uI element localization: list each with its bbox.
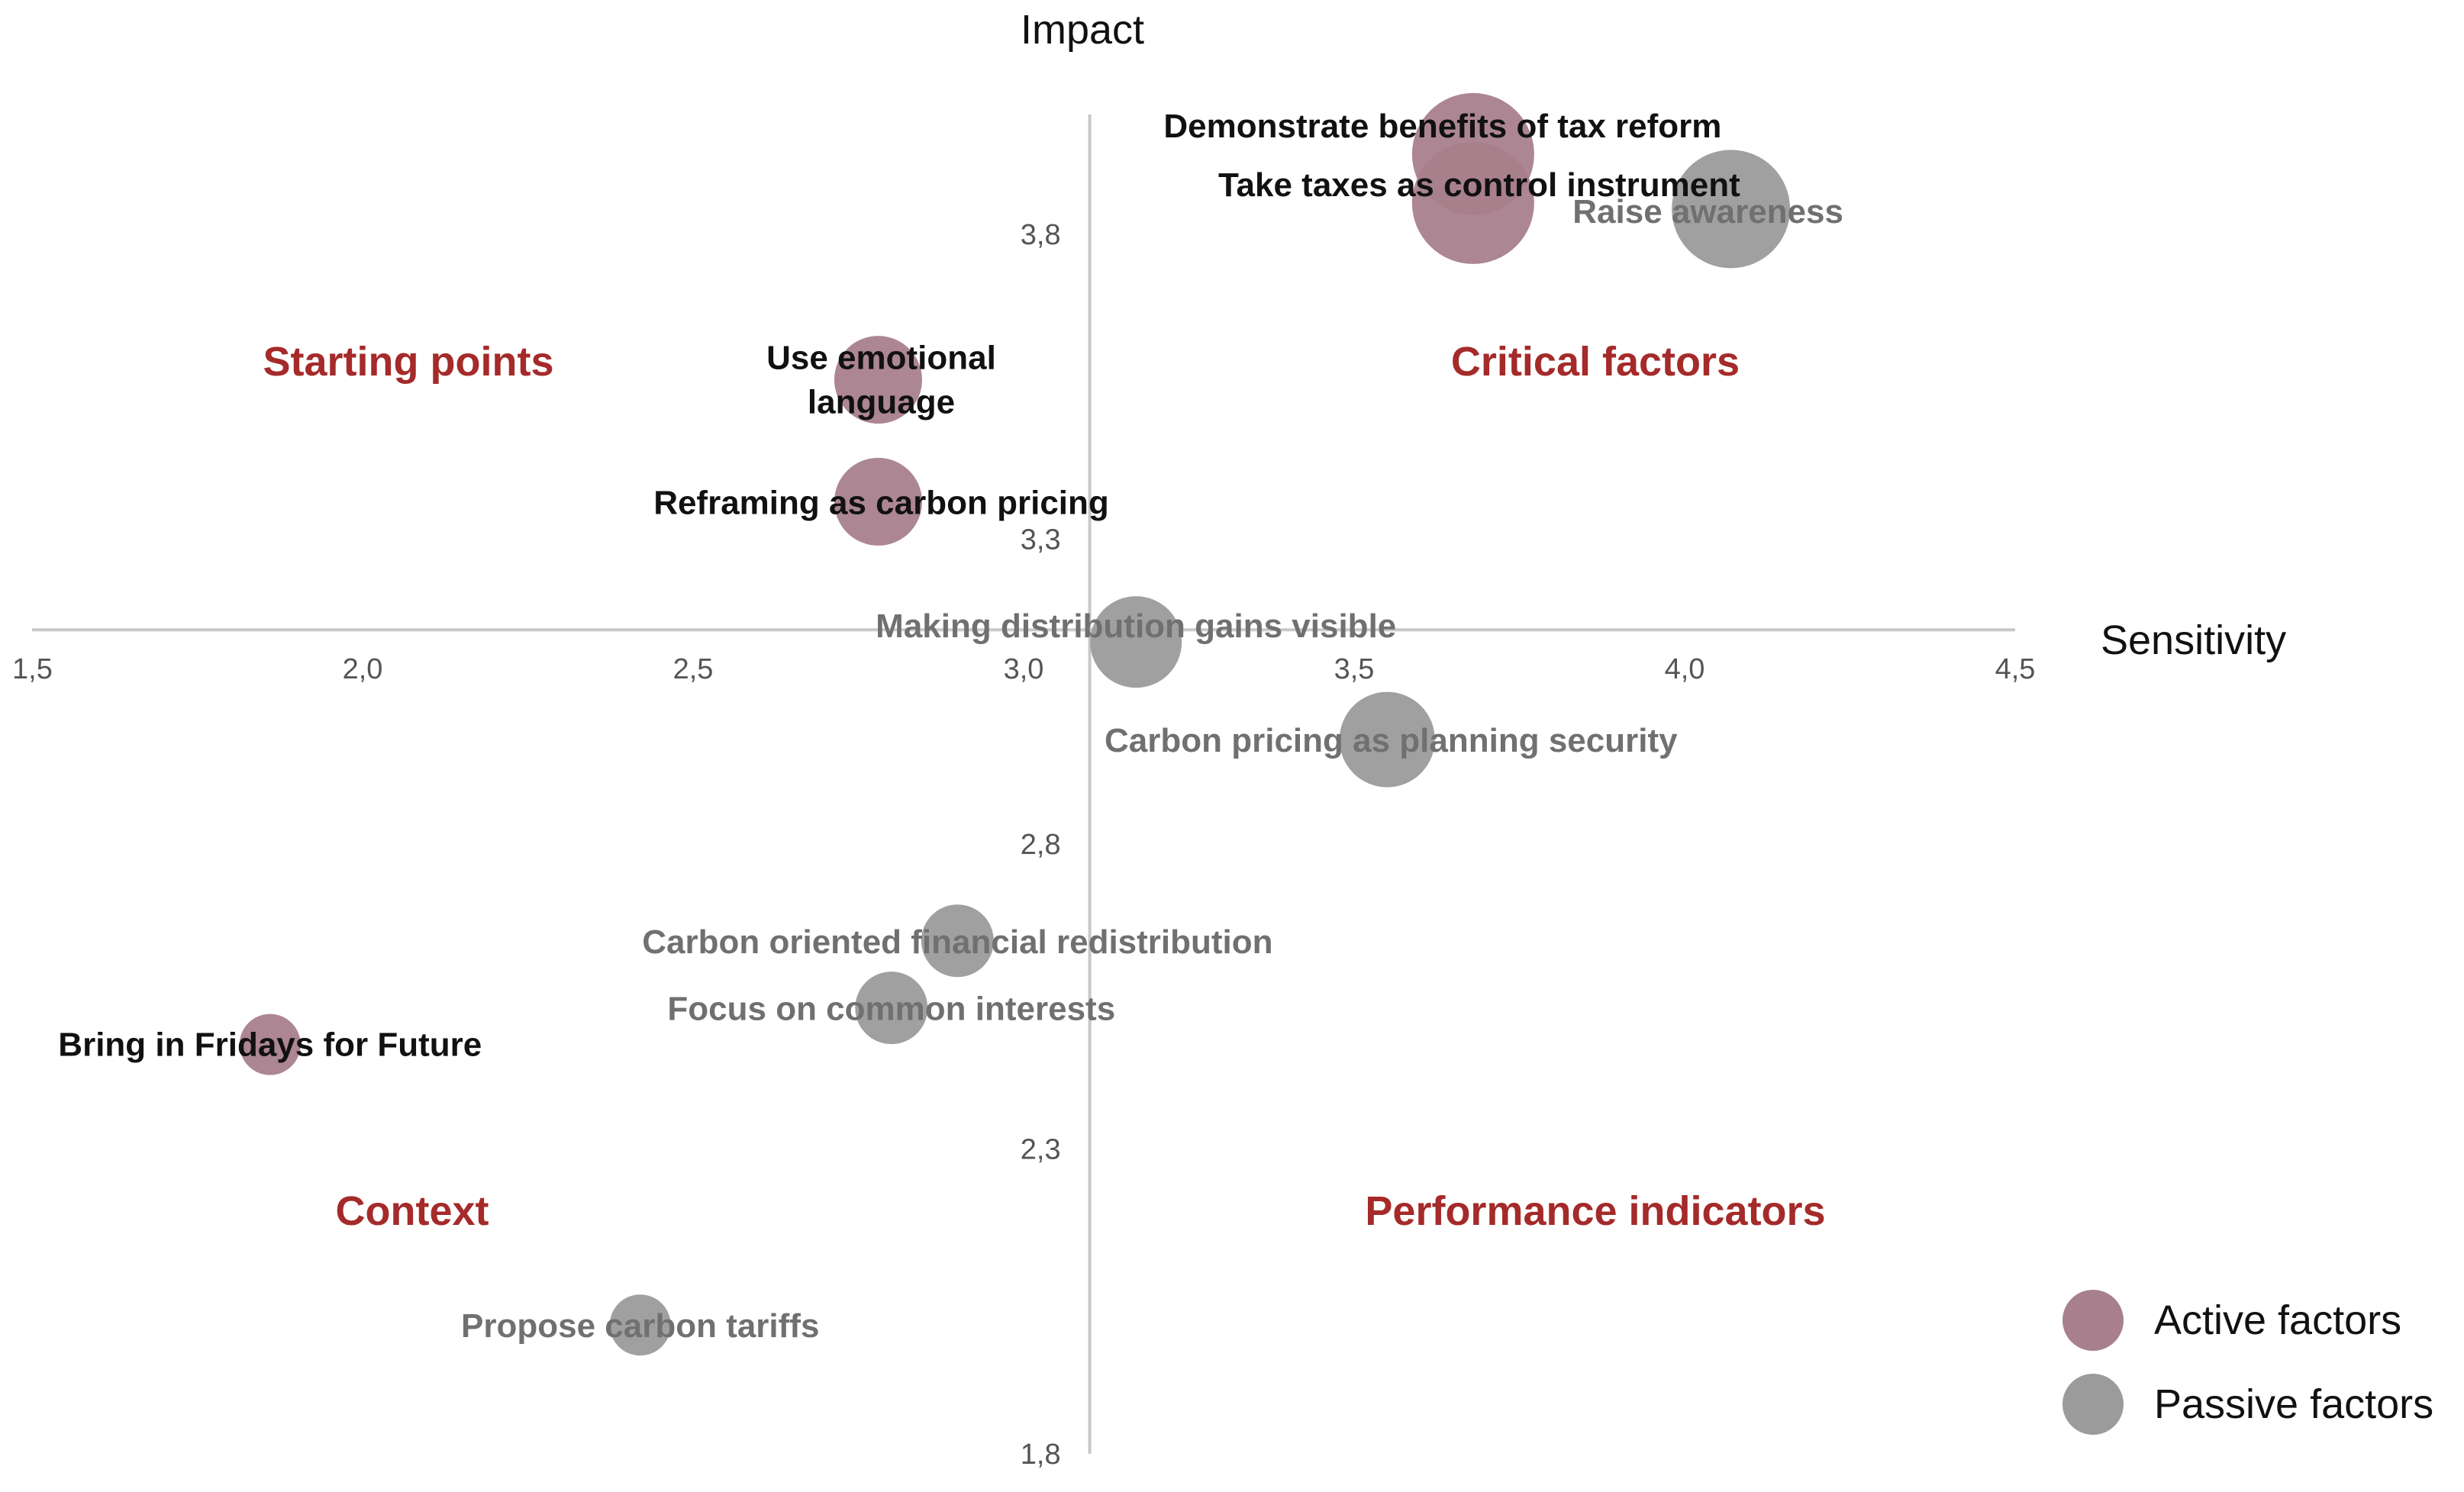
point-label: Making distribution gains visible — [876, 607, 1396, 645]
y-tick-label: 1,8 — [1021, 1439, 1061, 1471]
x-tick-label: 2,5 — [673, 653, 714, 685]
x-tick-label: 2,0 — [343, 653, 383, 685]
passive-factor-point — [921, 904, 994, 978]
point-label: Take taxes as control instrument — [1218, 166, 1740, 204]
passive-factor-point — [1672, 150, 1791, 269]
point-label: Use emotional language — [766, 340, 996, 421]
passive-factor-point — [609, 1294, 671, 1356]
legend-active-marker — [2062, 1290, 2124, 1351]
active-factor-point — [834, 457, 922, 546]
point-label: Demonstrate benefits of tax reform — [1163, 108, 1721, 145]
point-label: Bring in Fridays for Future — [58, 1026, 482, 1064]
passive-factor-point — [855, 972, 928, 1045]
point-label: Carbon oriented financial redistribution — [642, 923, 1272, 961]
legend: Active factors Passive factors — [2062, 1290, 2433, 1435]
active-factor-point — [1411, 141, 1534, 264]
x-tick-label: 3,5 — [1334, 653, 1375, 685]
legend-label: Passive factors — [2154, 1381, 2433, 1427]
point-label: Focus on common interests — [667, 991, 1115, 1028]
y-tick-label: 2,8 — [1021, 829, 1061, 861]
x-tick-label: 1,5 — [12, 653, 53, 685]
x-axis-title: Sensitivity — [2101, 617, 2286, 663]
y-tick-label: 3,3 — [1021, 524, 1061, 556]
x-tick-label: 4,0 — [1665, 653, 1705, 685]
quadrant-label: Starting points — [263, 339, 554, 385]
point-label: Raise awareness — [1572, 193, 1843, 230]
quadrant-labels: Starting points Critical factors Context Pe… — [263, 339, 1826, 1234]
passive-factor-point — [1090, 596, 1182, 688]
y-axis-title: Impact — [1021, 7, 1144, 53]
active-factor-point — [834, 336, 922, 424]
data-points — [239, 92, 1791, 1356]
point-label: Reframing as carbon pricing — [653, 484, 1109, 521]
point-label: Propose carbon tariffs — [461, 1307, 819, 1345]
legend-passive-marker — [2062, 1374, 2124, 1435]
point-label: Carbon pricing as planning security — [1105, 722, 1678, 759]
x-tick-label: 4,5 — [1995, 653, 2036, 685]
y-tick-label: 3,8 — [1021, 219, 1061, 251]
quadrant-label: Critical factors — [1451, 339, 1740, 385]
y-tick-labels: 1,8 2,3 2,8 3,3 3,8 — [1021, 219, 1061, 1471]
active-factor-point — [239, 1013, 301, 1075]
axes — [32, 114, 2015, 1454]
passive-factor-point — [1339, 691, 1435, 788]
x-tick-labels: 1,5 2,0 2,5 3,0 3,5 4,0 4,5 — [12, 653, 2035, 685]
quadrant-label: Performance indicators — [1365, 1188, 1825, 1234]
y-tick-label: 2,3 — [1021, 1133, 1061, 1165]
point-labels: Demonstrate benefits of tax reform Take t… — [58, 108, 1843, 1345]
legend-label: Active factors — [2154, 1297, 2401, 1343]
x-tick-label: 3,0 — [1004, 653, 1044, 685]
quadrant-label: Context — [336, 1188, 489, 1234]
